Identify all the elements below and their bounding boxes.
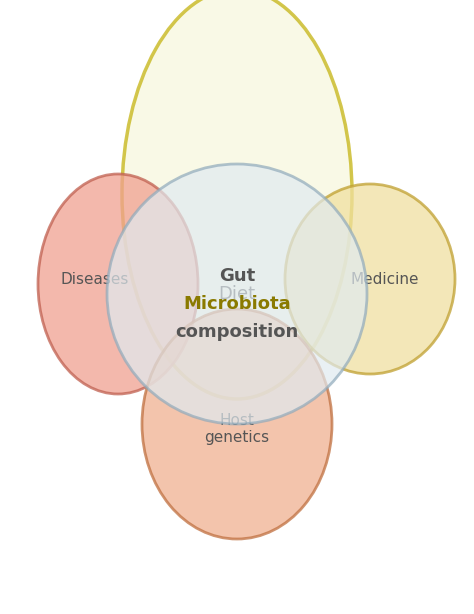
Text: composition: composition bbox=[175, 323, 299, 341]
Text: Diseases: Diseases bbox=[61, 271, 129, 287]
Ellipse shape bbox=[107, 164, 367, 424]
Text: Medicine: Medicine bbox=[351, 271, 419, 287]
Ellipse shape bbox=[122, 0, 352, 399]
Text: Gut: Gut bbox=[219, 267, 255, 285]
Text: Host
genetics: Host genetics bbox=[204, 413, 270, 445]
Ellipse shape bbox=[38, 174, 198, 394]
Text: Diet: Diet bbox=[219, 285, 255, 303]
Ellipse shape bbox=[285, 184, 455, 374]
Text: Microbiota: Microbiota bbox=[183, 295, 291, 313]
Ellipse shape bbox=[142, 309, 332, 539]
